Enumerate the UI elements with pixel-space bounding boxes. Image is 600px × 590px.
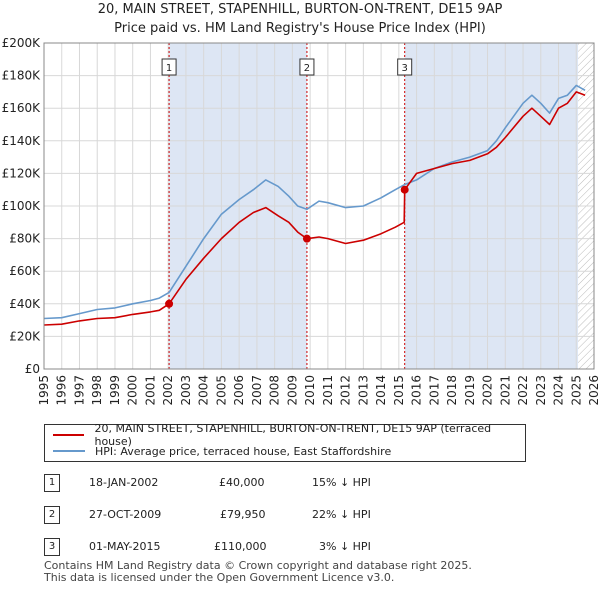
hpi-line	[43, 84, 586, 320]
x-tick-label: 1999	[108, 375, 122, 406]
sale-badge-label: 2	[304, 63, 310, 74]
legend-label-hpi: HPI: Average price, terraced house, East…	[95, 444, 392, 458]
transaction-date: 27-OCT-2009	[89, 508, 162, 521]
x-tick-label: 2009	[285, 375, 299, 406]
x-tick-label: 2021	[498, 375, 512, 406]
x-tick-label: 2015	[392, 375, 406, 406]
x-tick-label: 2025	[569, 375, 583, 406]
legend-item-hpi: HPI: Average price, terraced house, East…	[53, 443, 391, 459]
transaction-date: 18-JAN-2002	[89, 476, 159, 489]
transaction-number-badge: 3	[44, 538, 60, 556]
transaction-price: £110,000	[214, 540, 267, 553]
chart-subtitle: Price paid vs. HM Land Registry's House …	[114, 21, 486, 36]
footer-licence: This data is licensed under the Open Gov…	[44, 571, 395, 584]
legend-label-property: 20, MAIN STREET, STAPENHILL, BURTON-ON-T…	[94, 422, 492, 448]
x-tick-label: 2006	[232, 375, 246, 406]
y-tick-label: £160K	[2, 101, 42, 115]
transaction-hpi-diff: 3% ↓ HPI	[319, 540, 371, 553]
footer-copyright: Contains HM Land Registry data © Crown c…	[44, 559, 472, 572]
x-tick-label: 2019	[463, 375, 477, 406]
x-tick-label: 2014	[374, 375, 388, 406]
transaction-price: £40,000	[219, 476, 265, 489]
price-chart: 1 2 3 £0 £20K £40K £60K £80K £100K £120K £140K £16…	[2, 36, 600, 406]
x-tick-label: 2023	[534, 375, 548, 406]
x-tick-label: 2018	[445, 375, 459, 406]
y-tick-label: £20K	[9, 329, 41, 343]
x-tick-label: 1995	[37, 375, 51, 406]
x-tick-label: 2002	[161, 375, 175, 406]
sale-point	[400, 185, 409, 194]
sale-point	[165, 299, 174, 308]
x-tick-label: 1998	[90, 375, 104, 406]
legend-swatch-hpi	[53, 450, 85, 452]
legend-item-property: 20, MAIN STREET, STAPENHILL, BURTON-ON-T…	[53, 422, 525, 448]
y-tick-label: £0	[25, 362, 40, 376]
y-tick-label: £120K	[2, 166, 42, 180]
footer-attribution: Contains HM Land Registry data © Crown c…	[44, 560, 472, 584]
x-tick-label: 2011	[321, 375, 335, 406]
y-tick-label: £140K	[2, 134, 42, 148]
x-tick-label: 2007	[250, 375, 264, 406]
x-tick-label: 2013	[356, 375, 370, 406]
y-tick-label: £40K	[9, 297, 41, 311]
transaction-row: 3 01-MAY-2015 £110,000 3% ↓ HPI	[44, 538, 564, 556]
sale-badge	[161, 58, 177, 76]
x-tick-label: 2012	[339, 375, 353, 406]
sale-badge-label: 1	[166, 63, 172, 74]
transaction-hpi-diff: 15% ↓ HPI	[312, 476, 371, 489]
legend-swatch-property	[53, 434, 85, 436]
transaction-date: 01-MAY-2015	[89, 540, 161, 553]
x-tick-label: 2005	[214, 375, 228, 406]
x-tick-label: 2026	[587, 375, 600, 406]
transaction-row: 1 18-JAN-2002 £40,000 15% ↓ HPI	[44, 474, 564, 492]
y-tick-label: £200K	[2, 36, 42, 50]
y-tick-label: £60K	[9, 264, 41, 278]
sale-point	[302, 234, 311, 243]
x-tick-label: 2000	[126, 375, 140, 406]
x-tick-label: 2024	[552, 375, 566, 406]
x-tick-label: 2001	[143, 375, 157, 406]
x-tick-label: 1997	[72, 375, 86, 406]
property-price-line	[43, 91, 586, 326]
y-tick-label: £100K	[2, 199, 42, 213]
y-tick-label: £80K	[9, 232, 41, 246]
transaction-number-badge: 2	[44, 506, 60, 524]
transaction-hpi-diff: 22% ↓ HPI	[312, 508, 371, 521]
x-tick-label: 1996	[55, 375, 69, 406]
sale-badge-label: 3	[402, 63, 408, 74]
sale-badge	[397, 58, 413, 76]
x-tick-label: 2020	[481, 375, 495, 406]
x-tick-label: 2022	[516, 375, 530, 406]
x-tick-label: 2017	[427, 375, 441, 406]
chart-title-address: 20, MAIN STREET, STAPENHILL, BURTON-ON-T…	[97, 2, 503, 17]
plot-frame	[43, 42, 595, 370]
x-tick-label: 2003	[179, 375, 193, 406]
transaction-number-badge: 1	[44, 474, 60, 492]
x-tick-label: 2016	[410, 375, 424, 406]
x-tick-label: 2004	[197, 375, 211, 406]
transaction-price: £79,950	[220, 508, 266, 521]
chart-legend: 20, MAIN STREET, STAPENHILL, BURTON-ON-T…	[44, 422, 526, 462]
x-tick-label: 2008	[268, 375, 282, 406]
x-tick-label: 2010	[303, 375, 317, 406]
sale-badge	[299, 58, 315, 76]
transaction-row: 2 27-OCT-2009 £79,950 22% ↓ HPI	[44, 506, 564, 524]
y-tick-label: £180K	[2, 69, 42, 83]
